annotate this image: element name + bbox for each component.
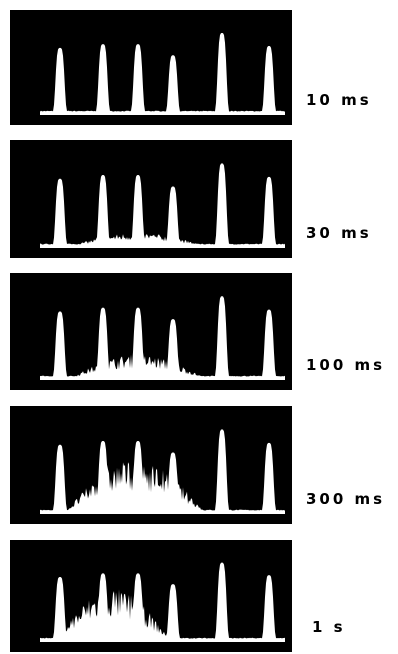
figure: 10 ms 30 ms 100 ms 300 ms 1 s — [0, 0, 398, 654]
time-label: 30 ms — [306, 224, 372, 242]
time-label: 10 ms — [306, 91, 372, 109]
page: 10 ms30 ms100 ms300 ms1 s (() => { const… — [0, 0, 398, 654]
panel — [10, 10, 292, 125]
time-label: 100 ms — [306, 356, 385, 374]
time-label: 300 ms — [306, 490, 385, 508]
time-label: 1 s — [312, 618, 346, 636]
